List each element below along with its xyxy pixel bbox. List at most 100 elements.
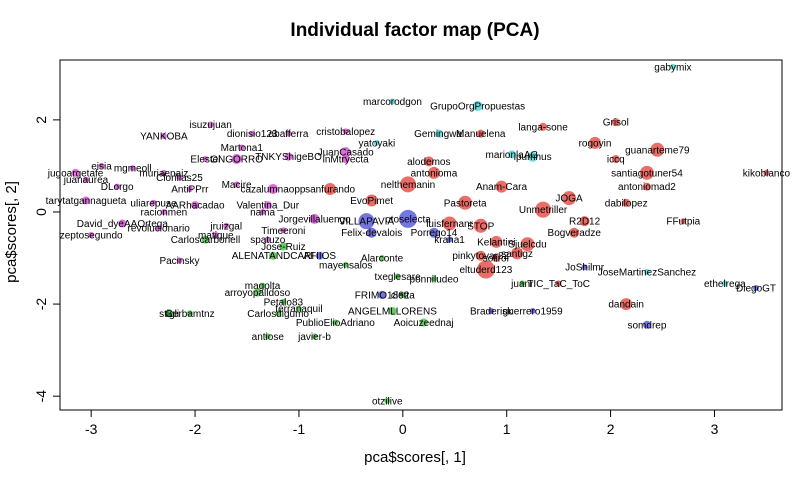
chart-title: Individual factor map (PCA): [290, 20, 539, 41]
data-point: [280, 227, 287, 234]
data-point: [311, 333, 318, 340]
data-point: [423, 156, 434, 167]
data-point: [458, 195, 473, 210]
x-tick-label: -3: [85, 421, 98, 437]
data-point: [259, 208, 266, 215]
point-label: pinkytovar82: [452, 251, 509, 262]
data-point: [511, 247, 524, 260]
data-point: [642, 320, 651, 329]
point-label: AARhacadao: [166, 201, 225, 212]
data-point: [419, 318, 428, 327]
point-label: mayensalos: [319, 260, 372, 271]
point-label: sanfurando: [305, 184, 355, 195]
point-label: eisia: [91, 161, 112, 172]
data-point: [324, 182, 337, 195]
data-point: [341, 155, 350, 164]
data-point: [114, 183, 121, 190]
point-label: ipumhus: [514, 152, 552, 163]
point-label: David_dyeAAOrtega: [77, 219, 169, 230]
point-label: JuanCasado: [318, 148, 375, 159]
point-label: santigz: [501, 249, 533, 260]
data-point: [280, 298, 287, 305]
data-point: [378, 290, 387, 299]
point-label: eltuderd123: [460, 265, 513, 276]
data-point: [399, 291, 406, 298]
data-point: [529, 307, 536, 314]
point-label: racionmen: [141, 207, 188, 218]
point-label: soliror: [483, 254, 511, 265]
data-point: [442, 216, 457, 231]
data-point: [394, 273, 401, 280]
point-label: nama: [250, 207, 275, 218]
data-point: [358, 213, 375, 230]
point-label: dandain: [608, 300, 644, 311]
point-label: Jorgevillaluengo: [278, 214, 351, 225]
point-label: marcorodgon: [363, 97, 422, 108]
data-point: [622, 198, 631, 207]
point-label: Gerbamtnz: [165, 309, 214, 320]
point-label: langa-sone: [518, 122, 568, 133]
x-tick-label: 3: [711, 421, 719, 437]
point-label: juanr: [510, 279, 534, 290]
data-point: [160, 169, 167, 176]
data-point: [186, 185, 193, 192]
point-label: matique: [198, 231, 234, 242]
data-point: [650, 142, 665, 157]
point-label: gabymix: [654, 62, 691, 73]
point-label: marionlaAG: [485, 150, 538, 161]
data-point: [472, 101, 483, 112]
data-point: [176, 257, 183, 264]
point-label: Martona1: [221, 143, 264, 154]
point-label: jugoargetafe: [47, 168, 104, 179]
point-label: R2D12: [569, 217, 601, 228]
data-point: [642, 182, 651, 191]
point-label: dionisio123: [227, 129, 278, 140]
data-point: [279, 242, 288, 251]
point-label: Porrego14: [411, 228, 458, 239]
point-label: somdrep: [627, 320, 666, 331]
point-label: jruizgal: [209, 221, 242, 232]
data-point: [160, 208, 167, 215]
point-label: juanaurea: [63, 175, 109, 186]
data-point: [212, 232, 219, 238]
data-point: [520, 237, 535, 252]
point-label: Petalo83: [264, 297, 304, 308]
point-label: JoseMartinezSanchez: [598, 267, 696, 278]
point-label: otoselecta: [385, 214, 431, 225]
data-point: [129, 165, 136, 172]
point-label: Bogveradze: [548, 228, 602, 239]
data-point: [620, 298, 633, 311]
point-label: zeptosegundo: [60, 231, 123, 242]
point-label: isuzujuan: [190, 120, 232, 131]
point-label: Timeeroni: [261, 226, 305, 237]
x-tick-label: 1: [503, 421, 511, 437]
data-point: [264, 236, 271, 243]
data-point: [160, 132, 167, 139]
x-axis-label: pca$scores[, 1]: [364, 449, 466, 466]
data-point: [473, 218, 488, 233]
data-point: [186, 310, 193, 317]
data-point: [476, 129, 485, 138]
data-point: [562, 191, 577, 206]
point-label: Gemingwai: [414, 129, 464, 140]
point-label: PublioElioAdriano: [296, 318, 375, 329]
point-label: Anam-Cara: [476, 182, 528, 193]
data-point: [495, 180, 508, 193]
point-label: kraha1: [434, 235, 465, 246]
data-point: [639, 165, 654, 180]
point-label: kikoblanco: [743, 168, 791, 179]
point-label: cazalumnaopp: [240, 184, 305, 195]
x-tick-label: -1: [293, 421, 306, 437]
data-point: [435, 129, 444, 138]
point-label: AFIIOS: [303, 251, 336, 262]
point-label: STOP: [467, 221, 494, 232]
data-point: [82, 176, 89, 183]
point-label: Elestel: [190, 155, 220, 166]
x-tick-label: -2: [189, 421, 202, 437]
point-label: FFutpia: [666, 217, 700, 228]
point-label: Carlosdigumo: [247, 309, 309, 320]
data-point: [379, 255, 386, 262]
data-point: [231, 154, 242, 165]
point-label: JoShilmr: [565, 263, 605, 274]
data-point: [643, 268, 650, 275]
